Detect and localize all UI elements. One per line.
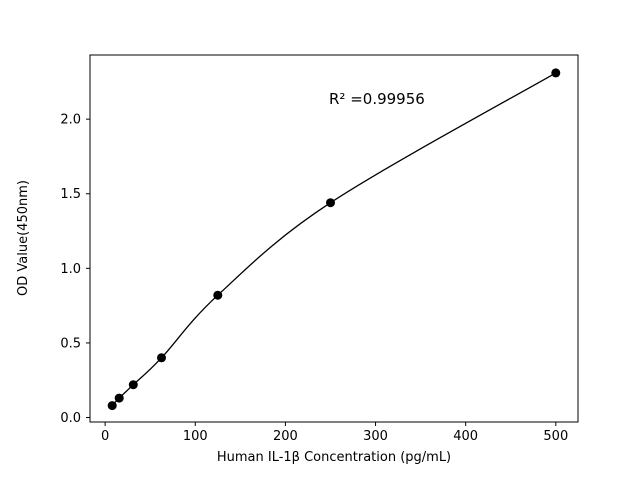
x-axis-label: Human IL-1β Concentration (pg/mL) <box>217 450 451 465</box>
y-tick-label: 1.0 <box>60 262 81 277</box>
y-tick-label: 0.0 <box>60 411 81 426</box>
y-axis-label: OD Value(450nm) <box>16 180 31 296</box>
data-point <box>326 198 335 208</box>
plot-area: 0 100 200 300 400 500 0.0 0.5 1.0 1.5 2.0 <box>60 54 579 444</box>
data-point <box>114 393 124 403</box>
data-point <box>213 290 223 300</box>
x-tick-label: 200 <box>273 429 298 444</box>
r-squared-annotation: R² =0.99956 <box>329 90 425 108</box>
fit-curve <box>111 72 557 407</box>
y-tick-label: 2.0 <box>60 113 81 128</box>
plot-border <box>89 54 579 423</box>
data-point <box>551 68 561 78</box>
data-point <box>128 380 138 390</box>
x-tick-label: 0 <box>101 429 109 444</box>
x-tick-label: 500 <box>543 429 568 444</box>
x-tick-label: 100 <box>183 429 208 444</box>
y-tick-label: 1.5 <box>60 187 81 202</box>
x-tick-label: 300 <box>363 429 388 444</box>
y-tick-label: 0.5 <box>60 336 81 351</box>
x-tick-label: 400 <box>453 429 478 444</box>
data-point <box>157 353 166 363</box>
data-point <box>107 401 117 411</box>
